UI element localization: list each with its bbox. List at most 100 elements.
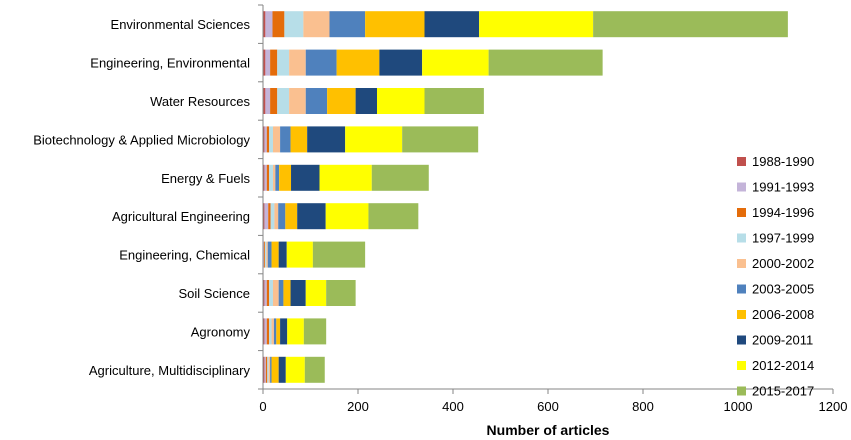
bar-segment [267, 356, 269, 383]
legend-label: 1997-1999 [752, 231, 814, 246]
x-tick-label: 800 [632, 399, 654, 414]
legend-swatch [737, 335, 746, 345]
bar-segment [263, 356, 265, 383]
bar-segment [269, 280, 273, 306]
bar-segment [266, 318, 270, 345]
bar-segment [270, 88, 278, 114]
bar-segment [275, 164, 280, 191]
bar-segment [291, 164, 320, 191]
bar-segment [371, 164, 429, 191]
bar-segment [345, 126, 403, 153]
bar-segment [325, 203, 369, 230]
x-tick-label: 0 [259, 399, 266, 414]
bar-segment [264, 241, 267, 268]
bar-segment [271, 241, 279, 268]
bar-segment [266, 280, 270, 306]
legend-label: 2015-2017 [752, 384, 814, 399]
bar-segment [305, 49, 337, 76]
bar-segment [270, 356, 272, 383]
bar-segment [265, 356, 268, 383]
bar-segment [264, 164, 267, 191]
bar-segment [304, 356, 325, 383]
bar-segment [271, 356, 279, 383]
bar-segment [355, 88, 377, 114]
category-label: Agricultural Engineering [112, 209, 250, 224]
bar-segment [303, 318, 327, 345]
legend-swatch [737, 284, 746, 294]
bar-segment [303, 11, 330, 38]
bar-segment [267, 241, 272, 268]
bar-segment [265, 49, 271, 76]
x-tick-label: 600 [537, 399, 559, 414]
bar-segment [272, 164, 276, 191]
legend-label: 2012-2014 [752, 358, 814, 373]
bar-segment [297, 203, 326, 230]
bar-segment [268, 356, 271, 383]
bar-segment [336, 49, 380, 76]
legend-label: 2000-2002 [752, 256, 814, 271]
bar-segment [277, 88, 290, 114]
legend-label: 2003-2005 [752, 282, 814, 297]
bar-segment [263, 164, 265, 191]
bar-segment [424, 11, 480, 38]
bar-segment [264, 356, 266, 383]
x-tick-label: 200 [347, 399, 369, 414]
bar-segment [263, 49, 266, 76]
category-label: Environmental Sciences [111, 17, 251, 32]
bar-segment [263, 241, 265, 268]
bar-segment [379, 49, 423, 76]
bar-segment [269, 318, 272, 345]
x-tick-label: 400 [442, 399, 464, 414]
bar-segment [277, 49, 290, 76]
bar-segment [263, 11, 266, 38]
bar-segment [265, 11, 273, 38]
legend-swatch [737, 386, 746, 396]
bar-segment [264, 126, 267, 153]
bar-segment [365, 11, 425, 38]
bar-segment [278, 280, 284, 306]
bars-layer [263, 11, 788, 383]
bar-segment [424, 88, 484, 114]
bar-segment [266, 164, 270, 191]
bar-segment [479, 11, 594, 38]
bar-segment [264, 280, 267, 306]
bar-segment [269, 126, 273, 153]
bar-segment [274, 203, 279, 230]
category-labels: Environmental Sciences Engineering, Envir… [33, 17, 250, 378]
legend-label: 1994-1996 [752, 205, 814, 220]
legend-swatch [737, 208, 746, 217]
category-label: Engineering, Environmental [90, 56, 250, 71]
bar-segment [271, 318, 274, 345]
legend-label: 2006-2008 [752, 307, 814, 322]
bar-segment [263, 318, 265, 345]
bar-segment [278, 241, 287, 268]
category-label: Energy & Fuels [161, 171, 250, 186]
bar-segment [326, 280, 356, 306]
bar-segment [269, 164, 273, 191]
legend-swatch [737, 233, 746, 243]
bar-segment [285, 356, 305, 383]
bar-segment [270, 49, 278, 76]
bar-segment [266, 126, 270, 153]
bar-segment [283, 280, 291, 306]
bar-segment [265, 88, 271, 114]
bar-segment [289, 88, 306, 114]
bar-segment [289, 49, 306, 76]
category-label: Soil Science [178, 286, 250, 301]
bar-segment [377, 88, 425, 114]
bar-segment [286, 241, 313, 268]
legend-label: 2009-2011 [752, 333, 813, 348]
legend-swatch [737, 182, 746, 192]
bar-segment [280, 318, 288, 345]
bar-segment [264, 318, 267, 345]
bar-segment [422, 49, 489, 76]
bar-segment [263, 203, 265, 230]
legend-swatch [737, 157, 746, 166]
bar-segment [368, 203, 419, 230]
bar-segment [273, 318, 277, 345]
x-tick-labels: 0 200 400 600 800 1000 1200 [259, 399, 847, 414]
bar-segment [593, 11, 788, 38]
legend-label: 1988-1990 [752, 154, 814, 169]
bar-segment [305, 88, 328, 114]
